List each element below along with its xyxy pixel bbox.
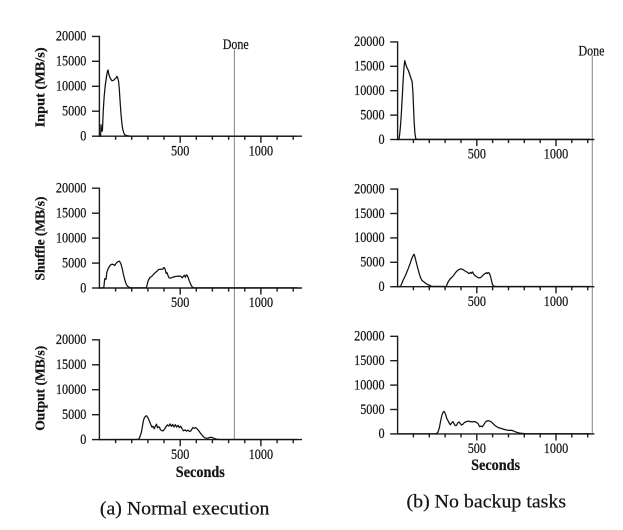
svg-text:10000: 10000 — [354, 230, 385, 246]
svg-text:500: 500 — [171, 143, 189, 159]
svg-text:15000: 15000 — [354, 59, 385, 75]
svg-text:500: 500 — [468, 294, 486, 310]
svg-text:500: 500 — [171, 447, 189, 463]
svg-text:1000: 1000 — [249, 295, 273, 311]
svg-text:1000: 1000 — [544, 441, 568, 457]
svg-text:20000: 20000 — [56, 332, 87, 348]
svg-text:0: 0 — [80, 129, 86, 145]
svg-text:500: 500 — [468, 147, 486, 163]
svg-text:5000: 5000 — [62, 104, 86, 120]
svg-text:Output (MB/s): Output (MB/s) — [33, 346, 48, 431]
svg-text:5000: 5000 — [62, 407, 86, 423]
svg-text:500: 500 — [468, 441, 486, 457]
svg-text:1000: 1000 — [249, 447, 273, 463]
svg-text:5000: 5000 — [360, 402, 384, 418]
svg-text:10000: 10000 — [56, 79, 87, 95]
svg-text:1000: 1000 — [544, 147, 568, 163]
svg-text:Input (MB/s): Input (MB/s) — [33, 47, 48, 127]
svg-text:20000: 20000 — [56, 181, 87, 197]
svg-text:Shuffle (MB/s): Shuffle (MB/s) — [33, 197, 48, 281]
svg-text:15000: 15000 — [56, 54, 87, 70]
svg-text:20000: 20000 — [56, 29, 87, 45]
svg-text:0: 0 — [379, 426, 385, 442]
svg-text:Seconds: Seconds — [176, 464, 225, 481]
svg-text:1000: 1000 — [544, 294, 568, 310]
svg-text:15000: 15000 — [56, 206, 87, 222]
svg-text:Seconds: Seconds — [471, 457, 520, 474]
svg-text:15000: 15000 — [56, 357, 87, 373]
svg-text:20000: 20000 — [354, 181, 385, 197]
svg-text:5000: 5000 — [360, 255, 384, 271]
svg-text:0: 0 — [80, 432, 86, 448]
svg-text:10000: 10000 — [56, 230, 87, 246]
svg-text:1000: 1000 — [249, 143, 273, 159]
svg-text:20000: 20000 — [354, 34, 385, 50]
svg-text:5000: 5000 — [360, 107, 384, 123]
svg-text:0: 0 — [379, 132, 385, 148]
svg-text:10000: 10000 — [354, 377, 385, 393]
svg-text:Done: Done — [579, 44, 605, 60]
svg-text:10000: 10000 — [56, 382, 87, 398]
svg-text:500: 500 — [171, 295, 189, 311]
svg-text:Done: Done — [223, 37, 249, 53]
svg-text:0: 0 — [379, 279, 385, 295]
svg-text:5000: 5000 — [62, 255, 86, 271]
svg-text:20000: 20000 — [354, 329, 385, 345]
svg-text:(a) Normal execution: (a) Normal execution — [100, 499, 270, 520]
svg-text:15000: 15000 — [354, 353, 385, 369]
svg-text:10000: 10000 — [354, 83, 385, 99]
svg-text:15000: 15000 — [354, 206, 385, 222]
svg-text:0: 0 — [80, 280, 86, 296]
svg-text:(b) No backup tasks: (b) No backup tasks — [407, 491, 567, 512]
